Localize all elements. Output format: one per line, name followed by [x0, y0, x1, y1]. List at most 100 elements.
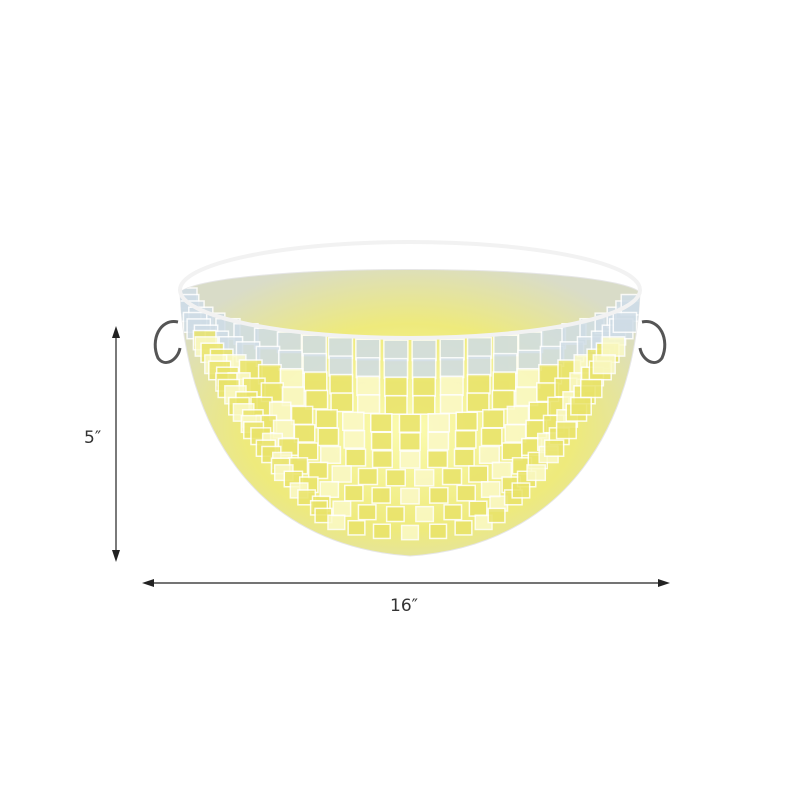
mosaic-tile — [439, 394, 464, 415]
mosaic-tile — [293, 423, 316, 443]
mosaic-tile — [356, 375, 381, 397]
mosaic-tile — [383, 339, 409, 362]
mosaic-tile — [315, 409, 338, 429]
left-hook-icon — [153, 320, 182, 364]
mosaic-tile — [493, 334, 519, 357]
mosaic-tile — [357, 467, 379, 486]
mosaic-tile — [429, 523, 448, 540]
mosaic-tile — [506, 405, 530, 426]
mosaic-tile — [302, 352, 328, 375]
mosaic-tile — [491, 389, 515, 410]
mosaic-tile — [399, 450, 421, 469]
mosaic-tile — [468, 465, 489, 483]
mosaic-tile — [357, 504, 377, 521]
mosaic-tile — [341, 411, 365, 431]
mosaic-tile — [482, 409, 505, 429]
mosaic-tile — [400, 487, 420, 505]
mosaic-tile — [344, 484, 364, 502]
mosaic-tile — [277, 349, 303, 371]
width-arrow-right-icon — [658, 579, 670, 587]
mosaic-tile — [468, 500, 488, 517]
mosaic-tile — [612, 311, 638, 334]
mosaic-tile — [439, 357, 465, 379]
mosaic-tile — [456, 484, 476, 502]
mosaic-tile — [511, 482, 531, 499]
mosaic-tile — [398, 413, 422, 433]
mosaic-tile — [439, 375, 464, 397]
mosaic-tile — [356, 394, 381, 415]
mosaic-tile — [517, 349, 543, 371]
mosaic-tile — [601, 336, 626, 357]
right-hook-icon — [638, 320, 667, 364]
mosaic-tile — [466, 392, 490, 413]
mosaic-tile — [427, 431, 450, 451]
mosaic-tile — [412, 394, 436, 415]
mosaic-tile — [384, 394, 408, 415]
mosaic-tile — [454, 429, 477, 449]
mosaic-tile — [466, 373, 491, 395]
mosaic-tile — [328, 355, 354, 377]
mosaic-tile — [370, 431, 393, 451]
mosaic-tile — [355, 338, 381, 361]
mosaic-tile — [579, 378, 603, 399]
mosaic-tile — [555, 421, 577, 440]
mosaic-tile — [371, 486, 392, 504]
mosaic-tile — [570, 396, 592, 416]
mosaic-tile — [303, 371, 328, 392]
mosaic-tile — [427, 450, 449, 469]
mosaic-tile — [276, 331, 303, 354]
mosaic-tile — [428, 486, 449, 504]
mosaic-tile — [327, 514, 346, 531]
mosaic-tile — [329, 373, 354, 395]
height-label: 5″ — [84, 428, 102, 448]
mosaic-tile — [526, 464, 547, 482]
mosaic-tile — [332, 500, 352, 517]
mosaic-tile — [411, 339, 437, 362]
mosaic-tile — [281, 386, 305, 407]
mosaic-tile — [543, 439, 565, 457]
mosaic-tile — [319, 481, 340, 499]
height-arrow-bottom-icon — [112, 550, 120, 562]
mosaic-tile — [355, 357, 381, 379]
mosaic-tile — [347, 519, 366, 536]
mosaic-tile — [301, 334, 327, 357]
mosaic-tile — [492, 352, 518, 375]
mosaic-tile — [343, 429, 366, 449]
mosaic-tile — [411, 376, 437, 398]
mosaic-tile — [455, 411, 479, 431]
mosaic-tile — [592, 354, 616, 375]
mosaic-tile — [327, 336, 354, 359]
mosaic-tile — [466, 336, 493, 359]
mosaic-tile — [411, 357, 437, 380]
mosaic-tile — [290, 405, 314, 426]
mosaic-tile — [492, 371, 517, 392]
mosaic-tile — [372, 523, 391, 540]
width-label: 16″ — [390, 596, 418, 616]
mosaic-tile — [371, 450, 393, 469]
mosaic-tile — [453, 448, 475, 467]
mosaic-tile — [480, 427, 503, 447]
mosaic-tile — [330, 392, 354, 413]
mosaic-tile — [439, 338, 465, 361]
mosaic-tile — [345, 448, 367, 467]
lamp-rim — [178, 240, 642, 340]
mosaic-tile — [441, 467, 463, 486]
mosaic-tile — [331, 465, 352, 483]
mosaic-tile — [487, 507, 506, 524]
mosaic-tile — [466, 355, 492, 377]
height-arrow-top-icon — [112, 326, 120, 338]
mosaic-tile — [443, 504, 463, 521]
mosaic-tile — [491, 461, 513, 480]
mosaic-tile — [383, 376, 409, 398]
mosaic-tile — [480, 481, 501, 499]
mosaic-tile — [427, 413, 451, 433]
mosaic-tile — [385, 468, 407, 487]
mosaic-tile — [415, 505, 435, 523]
mosaic-tile — [383, 357, 409, 380]
mosaic-tile — [369, 413, 393, 433]
mosaic-tile — [454, 519, 473, 536]
mosaic-tile — [320, 445, 342, 464]
mosaic-tile — [413, 468, 435, 487]
